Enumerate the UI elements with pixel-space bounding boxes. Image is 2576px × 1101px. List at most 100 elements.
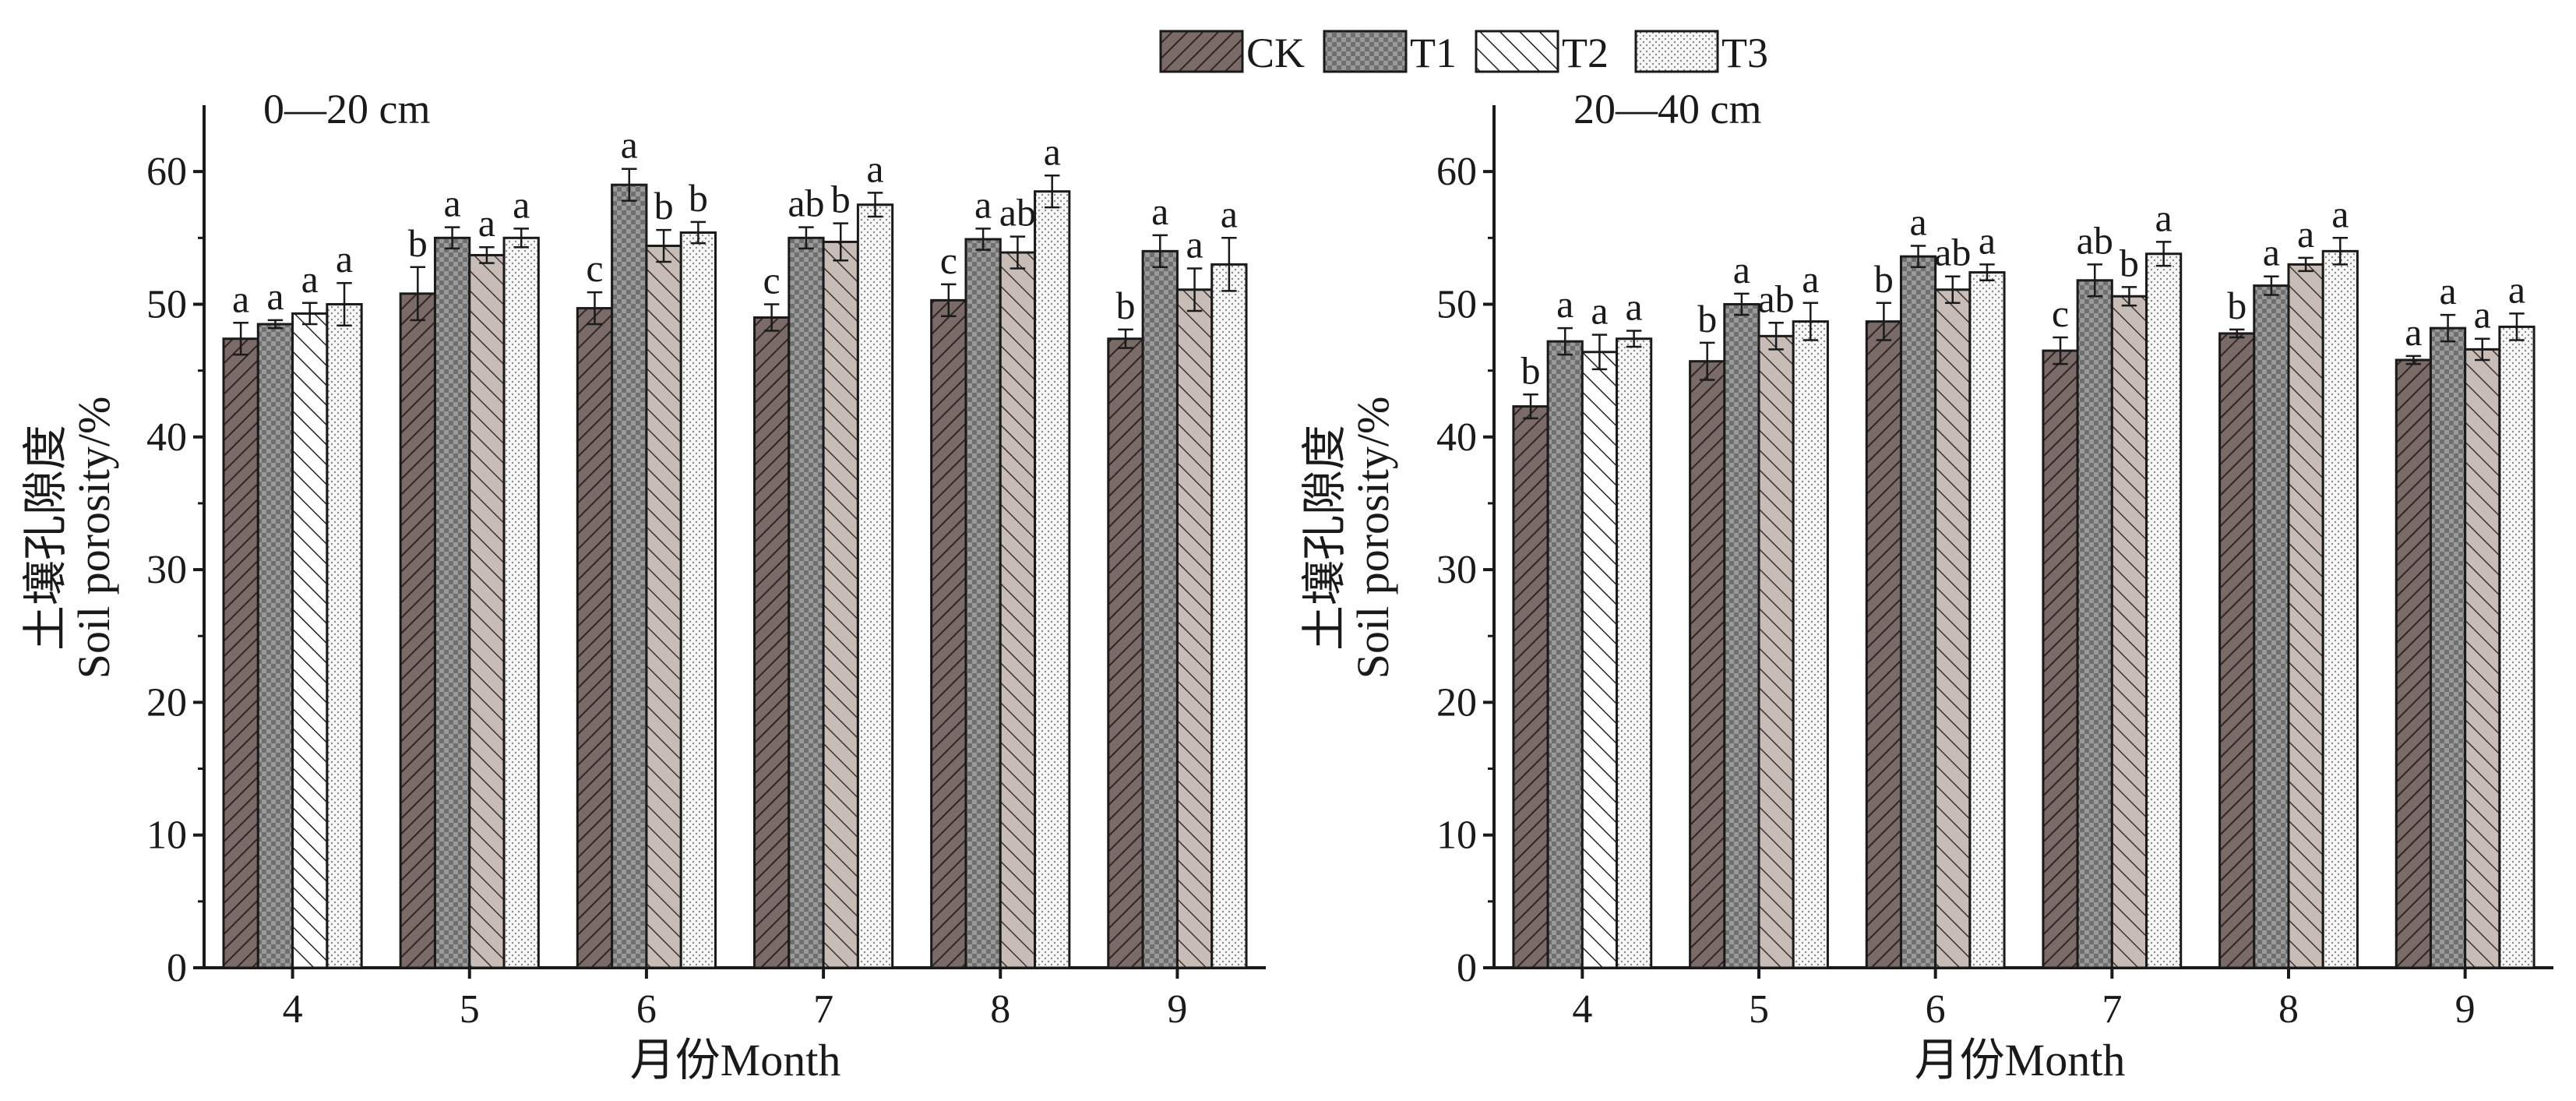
significance-label: a xyxy=(232,277,249,320)
y-axis-title-en-right: Soil porosity/% xyxy=(1348,397,1398,679)
bar-t3 xyxy=(1210,263,1248,969)
bar-ck xyxy=(2395,358,2432,969)
y-tick-label: 0 xyxy=(1457,946,1477,990)
significance-label: a xyxy=(2297,212,2314,256)
legend-swatch-t3 xyxy=(1634,30,1719,73)
significance-label: c xyxy=(763,258,781,302)
bar-ck xyxy=(930,298,967,969)
bar-t1 xyxy=(611,183,648,969)
bar-t1 xyxy=(1546,340,1584,969)
y-axis-title-en-left: Soil porosity/% xyxy=(69,397,119,679)
bar-t2 xyxy=(1580,351,1619,969)
significance-label: b xyxy=(1697,297,1717,341)
bar-t1 xyxy=(2429,326,2467,969)
significance-label: b xyxy=(2120,241,2139,284)
y-tick-label: 20 xyxy=(1436,680,1477,725)
significance-label: a xyxy=(1221,192,1238,235)
bar-t3 xyxy=(2498,325,2535,969)
significance-label: ab xyxy=(1757,277,1794,320)
bar-ck xyxy=(2042,349,2079,969)
significance-label: a xyxy=(1591,289,1608,333)
bar-ck xyxy=(399,292,436,969)
x-tick-label: 8 xyxy=(990,987,1010,1032)
significance-label: ab xyxy=(788,182,824,225)
significance-label: a xyxy=(2439,269,2456,312)
bar-t2 xyxy=(1934,288,1972,969)
significance-label: b xyxy=(1115,284,1135,327)
significance-label: a xyxy=(1626,285,1643,329)
bar-t3 xyxy=(2145,252,2183,969)
x-axis-title-left: 月份Month xyxy=(630,1035,841,1085)
bar-t2 xyxy=(999,251,1037,969)
bar-t1 xyxy=(1723,302,1760,969)
legend-label-t1: T1 xyxy=(1410,30,1457,76)
bar-t2 xyxy=(645,245,682,969)
bar-ck xyxy=(1689,360,1726,969)
significance-label: a xyxy=(1151,189,1168,233)
bar-ck xyxy=(1512,405,1549,969)
significance-label: b xyxy=(654,184,674,228)
x-tick-label: 7 xyxy=(2102,987,2122,1032)
y-tick-label: 10 xyxy=(1436,813,1477,858)
significance-label: a xyxy=(1733,248,1750,291)
y-tick-label: 40 xyxy=(1436,415,1477,460)
y-axis-title-zh-left: 土壤孔隙度 xyxy=(20,425,71,651)
significance-label: a xyxy=(2474,293,2491,337)
x-tick-label: 9 xyxy=(1167,987,1187,1032)
y-tick-label: 40 xyxy=(146,415,187,460)
significance-label: a xyxy=(513,182,530,226)
bar-ck xyxy=(222,337,259,969)
significance-label: a xyxy=(1186,222,1203,266)
y-tick-label: 30 xyxy=(1436,548,1477,592)
significance-label: a xyxy=(866,146,883,190)
significance-label: b xyxy=(1521,348,1541,392)
y-axis-title-zh-right: 土壤孔隙度 xyxy=(1299,425,1350,651)
legend-label-t3: T3 xyxy=(1721,30,1768,76)
bar-t2 xyxy=(468,253,506,969)
significance-label: a xyxy=(1802,257,1819,301)
x-tick-label: 8 xyxy=(2278,987,2299,1032)
bar-t2 xyxy=(291,312,329,969)
y-tick-label: 50 xyxy=(146,282,187,326)
bar-t3 xyxy=(502,236,540,969)
panel-label-left: 0—20 cm xyxy=(263,86,430,132)
bar-t2 xyxy=(1757,334,1795,969)
bar-t1 xyxy=(2253,284,2290,969)
y-tick-label: 60 xyxy=(146,150,187,194)
significance-label: ab xyxy=(999,191,1036,235)
bar-t3 xyxy=(1616,337,1653,969)
y-tick-label: 50 xyxy=(1436,282,1477,326)
bar-t2 xyxy=(1175,288,1214,969)
bar-t3 xyxy=(856,203,894,969)
x-tick-label: 7 xyxy=(813,987,833,1032)
bar-ck xyxy=(1865,320,1902,969)
legend: CK T1 T2 T3 xyxy=(1159,30,1768,76)
bar-t1 xyxy=(433,236,471,969)
y-tick-label: 30 xyxy=(146,548,187,592)
significance-label: b xyxy=(2227,284,2247,327)
bar-t1 xyxy=(964,238,1002,969)
significance-label: c xyxy=(586,246,603,290)
panel-label-right: 20—40 cm xyxy=(1573,86,1761,132)
y-tick-label: 0 xyxy=(167,946,187,990)
significance-label: a xyxy=(1979,218,1996,262)
significance-label: a xyxy=(974,182,992,226)
bar-t2 xyxy=(2464,348,2501,969)
legend-swatch-t1 xyxy=(1323,30,1408,73)
x-tick-label: 6 xyxy=(1926,987,1946,1032)
y-tick-label: 60 xyxy=(1436,150,1477,194)
bar-t1 xyxy=(256,323,294,969)
significance-label: a xyxy=(301,257,319,301)
significance-label: a xyxy=(1044,129,1061,173)
bar-t1 xyxy=(788,236,825,969)
significance-label: a xyxy=(1556,282,1573,326)
bar-t3 xyxy=(326,302,363,969)
significance-label: a xyxy=(621,123,638,167)
significance-label: c xyxy=(2052,291,2069,335)
x-tick-label: 5 xyxy=(460,987,480,1032)
bar-ck xyxy=(576,307,614,969)
legend-label-ck: CK xyxy=(1246,30,1305,76)
bar-t2 xyxy=(822,240,859,969)
bar-t3 xyxy=(1968,271,2006,969)
